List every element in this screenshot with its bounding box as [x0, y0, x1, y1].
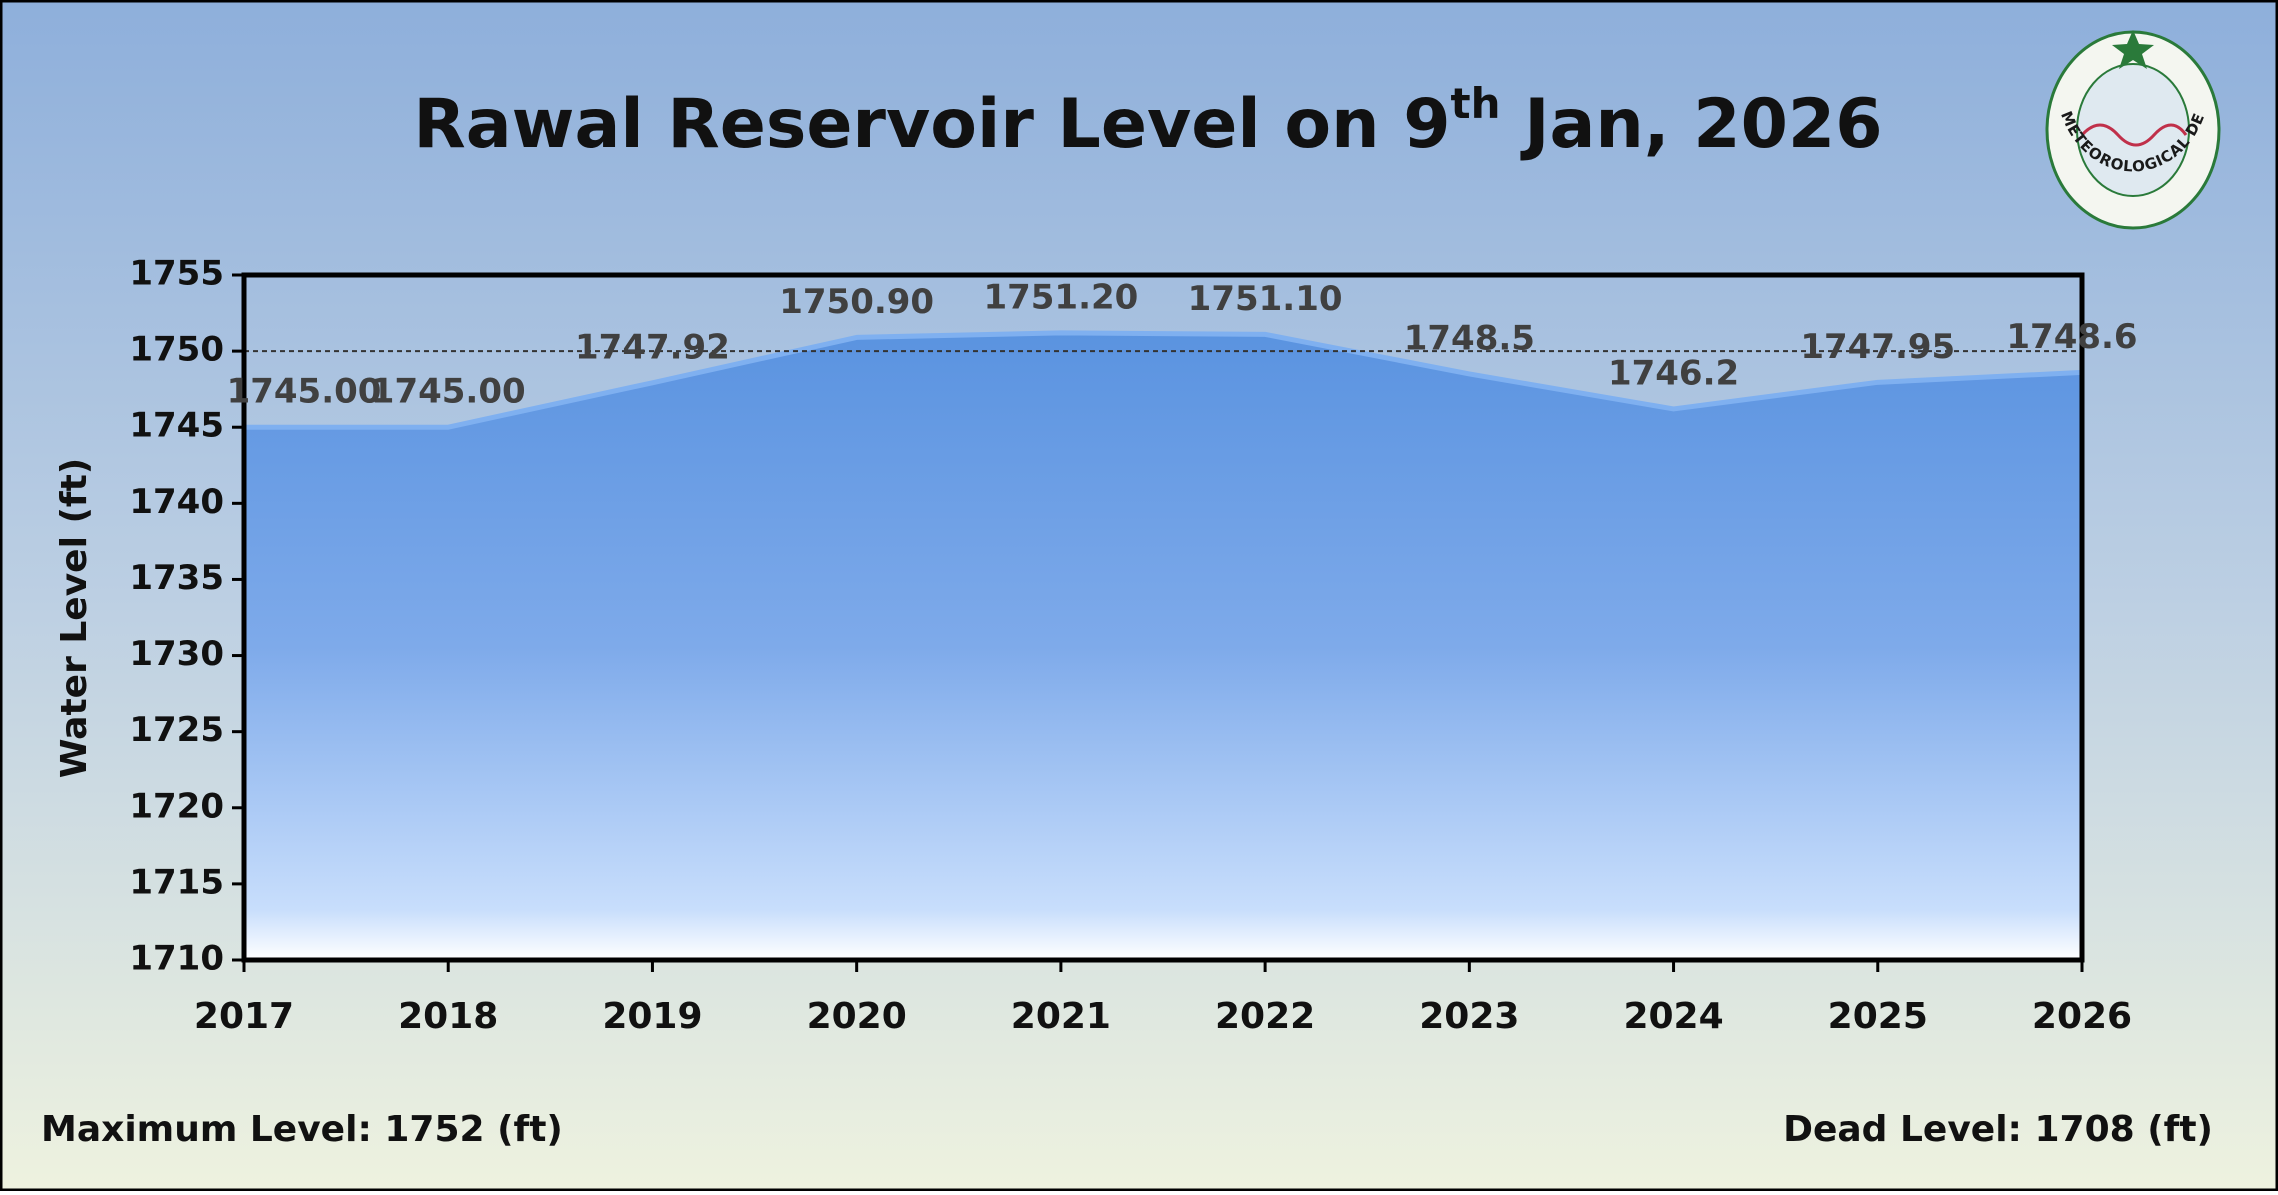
- title-part: Rawal Reservoir Level on 9: [413, 85, 1450, 164]
- x-tick-label: 2021: [1011, 996, 1111, 1037]
- logo-wave: [2080, 123, 2188, 147]
- area: [244, 332, 2082, 960]
- logo-inner: [2076, 63, 2190, 197]
- annotation: Maximum Level: 1752 (ft): [41, 1109, 563, 1150]
- data-label: 1751.20: [983, 277, 1138, 317]
- logo-star: [2112, 30, 2154, 69]
- data-label: 1745.00: [371, 372, 526, 412]
- x-tick-label: 2018: [398, 996, 498, 1037]
- x-tick-label: 2019: [602, 996, 702, 1037]
- y-axis-label: Water Level (ft): [54, 458, 95, 779]
- data-label: 1747.92: [575, 327, 730, 367]
- y-tick-label: 1730: [129, 634, 224, 674]
- y-tick-label: 1750: [129, 330, 224, 370]
- y-tick-label: 1735: [129, 558, 224, 598]
- y-tick-label: 1725: [129, 710, 224, 750]
- x-tick-label: 2026: [2032, 996, 2132, 1037]
- y-tick-label: 1715: [129, 862, 224, 902]
- data-label: 1746.2: [1608, 353, 1739, 393]
- data-label: 1747.95: [1800, 327, 1955, 367]
- x-tick-label: 2017: [194, 996, 294, 1037]
- y-tick-label: 1710: [129, 939, 224, 979]
- x-tick-label: 2022: [1215, 996, 1315, 1037]
- x-tick-label: 2020: [807, 996, 907, 1037]
- x-tick-label: 2024: [1623, 996, 1723, 1037]
- y-tick-label: 1745: [129, 406, 224, 446]
- logo: [2045, 30, 2221, 230]
- data-label: 1750.90: [779, 282, 934, 322]
- y-tick-label: 1755: [129, 254, 224, 294]
- data-label: 1751.10: [1188, 279, 1343, 319]
- x-tick-label: 2025: [1828, 996, 1928, 1037]
- x-tick-label: 2023: [1419, 996, 1519, 1037]
- data-label: 1748.5: [1404, 318, 1535, 358]
- y-tick-label: 1720: [129, 786, 224, 826]
- data-label: 1745.00: [227, 372, 382, 412]
- area-line: [244, 330, 2083, 430]
- plot-border: [241, 272, 2085, 963]
- chart-title: Rawal Reservoir Level on 9th Jan, 2026: [413, 79, 1882, 164]
- title-superscript: th: [1451, 79, 1501, 128]
- y-tick-label: 1740: [129, 482, 224, 522]
- annotation: Dead Level: 1708 (ft): [1783, 1109, 2213, 1150]
- title-part: Jan, 2026: [1501, 85, 1883, 164]
- data-label: 1748.6: [2006, 317, 2137, 357]
